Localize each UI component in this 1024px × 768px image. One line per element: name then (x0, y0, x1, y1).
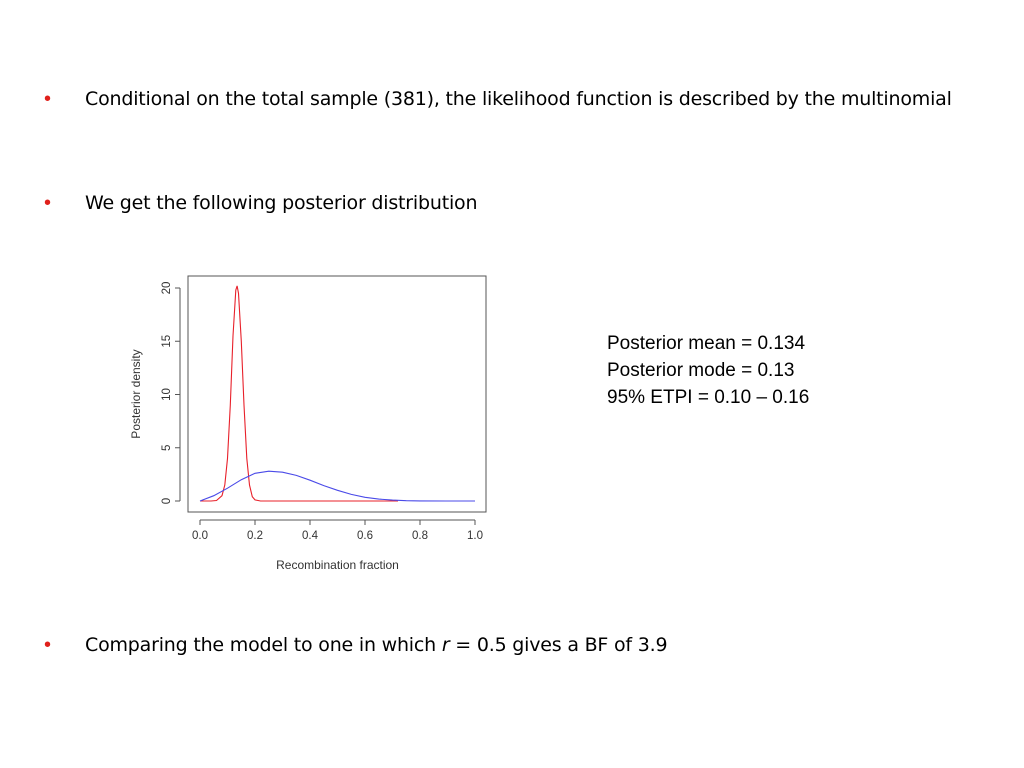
x-tick-label: 0.4 (302, 530, 319, 542)
y-tick-label: 5 (161, 445, 173, 451)
posterior-mode: Posterior mode = 0.13 (607, 360, 795, 381)
bullet-item-likelihood: • Conditional on the total sample (381),… (44, 84, 965, 114)
posterior-stats: Posterior mean = 0.134 Posterior mode = … (607, 330, 809, 411)
posterior-chart-svg: 0.0 0.2 0.4 0.6 0.8 1.0 0 5 10 15 20 Recombination… (129, 275, 487, 572)
plot-frame (187, 275, 487, 513)
bullet-marker: • (44, 88, 52, 110)
bullet-text-pre: Comparing the model to one in which (85, 634, 442, 656)
bullet-text-post: = 0.5 gives a BF of 3.9 (449, 634, 668, 656)
curves (199, 285, 475, 502)
x-tick-label: 0.0 (192, 530, 208, 542)
x-tick-label: 0.6 (357, 530, 373, 542)
posterior-chart: 0.0 0.2 0.4 0.6 0.8 1.0 0 5 10 15 20 Recombination… (120, 262, 500, 587)
bullet-text: Comparing the model to one in which r = … (85, 630, 965, 660)
x-tick-label: 1.0 (467, 530, 483, 542)
y-axis-title: Posterior density (129, 349, 143, 438)
bullet-text: We get the following posterior distribut… (85, 192, 478, 214)
x-axis-title: Recombination fraction (276, 558, 399, 572)
bullet-item-posterior: • We get the following posterior distrib… (44, 188, 965, 218)
posterior-mean: Posterior mean = 0.134 (607, 333, 806, 354)
posterior-curve-red (200, 285, 398, 502)
bullet-item-bayes-factor: • Comparing the model to one in which r … (44, 630, 965, 660)
axes: 0.0 0.2 0.4 0.6 0.8 1.0 0 5 10 15 20 (161, 282, 483, 542)
posterior-curve-blue (199, 470, 475, 502)
y-tick-label: 10 (161, 388, 173, 401)
y-tick-label: 15 (161, 335, 173, 348)
y-tick-label: 20 (161, 282, 173, 295)
y-tick-label: 0 (161, 498, 173, 504)
etpi-interval: 95% ETPI = 0.10 – 0.16 (607, 387, 810, 408)
variable-r: r (441, 634, 450, 656)
x-tick-label: 0.2 (247, 530, 263, 542)
x-tick-label: 0.8 (412, 530, 428, 542)
bullet-text: Conditional on the total sample (381), t… (85, 88, 952, 110)
bullet-marker: • (44, 634, 52, 656)
bullet-marker: • (44, 192, 52, 214)
